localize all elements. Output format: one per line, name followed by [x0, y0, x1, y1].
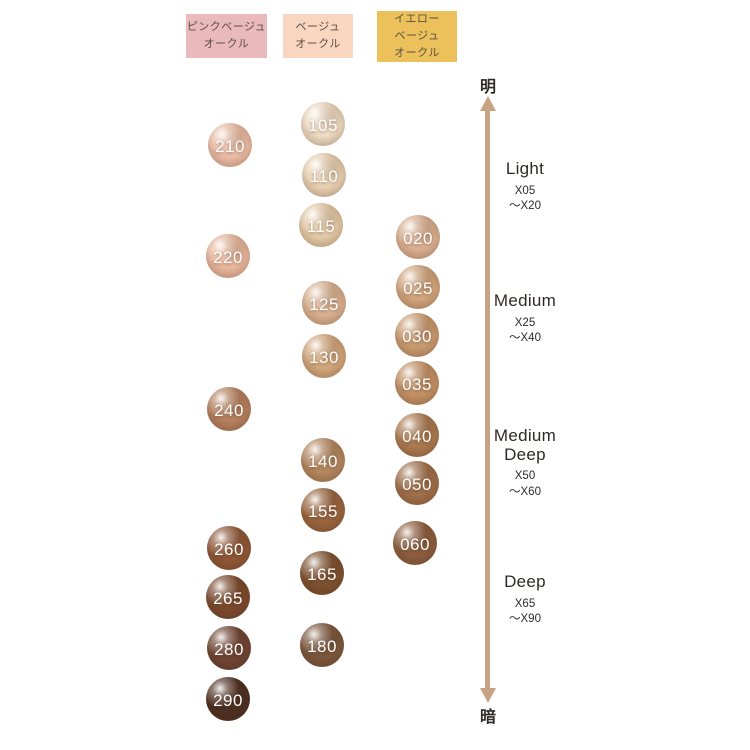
shade-dollop-220: 220 — [206, 234, 250, 278]
level-range-start: X50 — [514, 470, 536, 483]
column-header-line: イエロー — [394, 12, 440, 25]
level-range: X50 ～X60 — [484, 469, 566, 500]
shade-code: 210 — [215, 136, 245, 156]
shade-dollop-105: 105 — [301, 102, 345, 146]
level-deep: Deep X65 ～X90 — [484, 572, 566, 628]
arrow-down-icon — [480, 688, 496, 703]
level-range-end: ～X40 — [509, 332, 541, 345]
level-name: Medium Deep — [493, 426, 557, 464]
level-name: Light — [505, 159, 545, 178]
shade-code: 240 — [214, 400, 244, 420]
shade-dollop-240: 240 — [207, 387, 251, 431]
shade-dollop-265: 265 — [206, 575, 250, 619]
level-range: X65 ～X90 — [484, 597, 566, 628]
shade-code: 060 — [400, 534, 430, 554]
level-range-end: ～X90 — [509, 613, 541, 626]
level-medium: Medium X25 ～X40 — [484, 291, 566, 347]
level-range-end: ～X60 — [509, 485, 541, 498]
shade-code: 265 — [213, 588, 243, 608]
column-header-beige-ochre: ベージュ オークル — [283, 14, 353, 58]
shade-dollop-030: 030 — [395, 313, 439, 357]
shade-dollop-210: 210 — [208, 123, 252, 167]
level-range: X25 ～X40 — [484, 316, 566, 347]
shade-code: 280 — [214, 639, 244, 659]
column-header-line: オークル — [394, 47, 440, 60]
shade-code: 030 — [402, 326, 432, 346]
shade-code: 180 — [307, 636, 337, 656]
level-medium-deep: Medium Deep X50 ～X60 — [484, 426, 566, 500]
shade-dollop-155: 155 — [301, 488, 345, 532]
level-range-start: X65 — [514, 597, 536, 610]
shade-code: 140 — [308, 451, 338, 471]
brightness-axis-line — [485, 110, 490, 689]
shade-code: 020 — [403, 228, 433, 248]
shade-code: 165 — [307, 564, 337, 584]
shade-code: 155 — [308, 501, 338, 521]
column-header-yellow-beige-ochre: イエロー ベージュ オークル — [377, 11, 457, 62]
level-light: Light X05 ～X20 — [484, 159, 566, 215]
shade-dollop-130: 130 — [302, 334, 346, 378]
shade-dollop-050: 050 — [395, 461, 439, 505]
shade-dollop-060: 060 — [393, 521, 437, 565]
arrow-up-icon — [480, 96, 496, 111]
shade-dollop-020: 020 — [396, 215, 440, 259]
column-header-line: ピンクベージュ — [186, 20, 267, 33]
level-range-end: ～X20 — [509, 200, 541, 213]
shade-dollop-180: 180 — [300, 623, 344, 667]
shade-code: 115 — [306, 216, 336, 236]
shade-dollop-280: 280 — [207, 626, 251, 670]
shade-dollop-125: 125 — [302, 281, 346, 325]
shade-code: 125 — [309, 294, 339, 314]
level-range: X05 ～X20 — [484, 184, 566, 215]
column-header-line: オークル — [203, 38, 250, 50]
shade-code: 110 — [309, 166, 339, 186]
shade-dollop-035: 035 — [395, 361, 439, 405]
column-header-line: ベージュ — [295, 20, 341, 33]
shade-dollop-260: 260 — [207, 526, 251, 570]
shade-dollop-290: 290 — [206, 677, 250, 721]
shade-dollop-040: 040 — [395, 413, 439, 457]
column-header-pink-beige-ochre: ピンクベージュ オークル — [186, 14, 267, 58]
shade-dollop-165: 165 — [300, 551, 344, 595]
axis-label-bright: 明 — [479, 79, 496, 96]
shade-code: 260 — [214, 539, 244, 559]
shade-code: 220 — [213, 247, 243, 267]
level-name: Medium — [493, 291, 557, 310]
column-header-line: オークル — [295, 38, 341, 50]
shade-code: 025 — [403, 278, 433, 298]
shade-code: 035 — [402, 374, 432, 394]
column-header-line: ベージュ — [394, 29, 440, 42]
shade-code: 130 — [309, 347, 339, 367]
level-range-start: X05 — [514, 184, 536, 197]
level-name: Deep — [504, 572, 546, 591]
shade-dollop-110: 110 — [302, 153, 346, 197]
shade-dollop-115: 115 — [299, 203, 343, 247]
shade-dollop-140: 140 — [301, 438, 345, 482]
shade-dollop-025: 025 — [396, 265, 440, 309]
shade-code: 105 — [308, 115, 338, 135]
shade-code: 290 — [213, 690, 243, 710]
shade-code: 040 — [402, 426, 432, 446]
axis-label-dark: 暗 — [479, 709, 496, 726]
shade-code: 050 — [402, 474, 432, 494]
level-range-start: X25 — [514, 316, 536, 329]
